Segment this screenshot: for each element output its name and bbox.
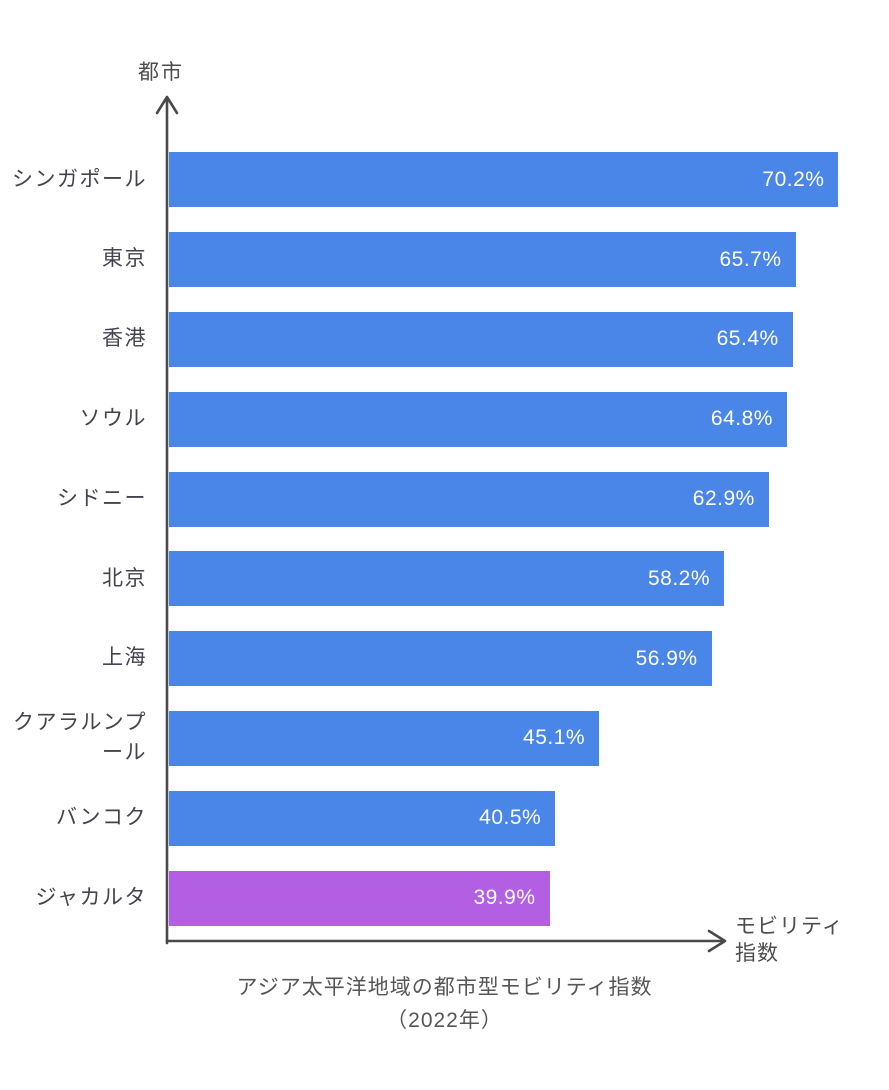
bar-hongkong: 65.4% [169,311,793,367]
bar-track: 65.4% [169,311,889,367]
y-axis-title: 都市 [138,61,184,84]
category-label: シドニー [57,486,147,510]
bar-rows: シンガポール 70.2% 東京 65.7% 香港 65.4% ソウル 64.8%… [0,140,889,938]
x-axis-title: モビリティ指数 [735,915,844,966]
value-label: 40.5% [479,806,542,830]
bar-jakarta: 39.9% [169,870,550,926]
bar-seoul: 64.8% [169,391,787,447]
value-label: 58.2% [647,566,711,590]
value-label: 70.2% [762,167,825,191]
bar-track: 70.2% [169,152,889,208]
chart-title-line2: （2022年） [386,1008,503,1032]
bar-track: 56.9% [169,631,889,687]
bar-track: 58.2% [169,551,889,607]
category-label: 北京 [102,566,147,590]
value-label: 45.1% [523,726,586,750]
category-label: ソウル [79,407,147,431]
bar-track: 62.9% [169,471,889,527]
bar-kualalumpur: 45.1% [169,710,600,766]
chart-title-line1: アジア太平洋地域の都市型モビリティ指数 [236,976,653,999]
value-label: 62.9% [692,487,755,511]
value-label: 65.7% [719,247,782,271]
chart-title: アジア太平洋地域の都市型モビリティ指数 （2022年） [0,972,889,1037]
bar-row: シンガポール 70.2% [0,140,889,220]
category-label: クアラルンプール [13,711,147,765]
bar-row: 上海 56.9% [0,619,889,699]
bar-row: ジャカルタ 39.9% [0,858,889,938]
category-label: 上海 [102,646,147,670]
category-label: 東京 [102,247,147,271]
bar-bangkok: 40.5% [169,790,556,846]
value-label: 56.9% [635,646,698,670]
bar-track: 65.7% [169,232,889,288]
category-label: ジャカルタ [35,885,147,909]
bar-row: シドニー 62.9% [0,459,889,539]
bar-row: クアラルンプール 45.1% [0,699,889,779]
bar-row: ソウル 64.8% [0,379,889,459]
value-label: 65.4% [716,327,779,351]
bar-track: 45.1% [169,710,889,766]
bar-row: 香港 65.4% [0,300,889,380]
bar-row: 北京 58.2% [0,539,889,619]
bar-tokyo: 65.7% [169,232,796,288]
bar-track: 40.5% [169,790,889,846]
category-label: 香港 [102,327,147,351]
bar-beijing: 58.2% [169,551,725,607]
bar-track: 39.9% [169,870,889,926]
bar-shanghai: 56.9% [169,631,712,687]
bar-track: 64.8% [169,391,889,447]
category-label: バンコク [55,806,147,830]
bar-row: 東京 65.7% [0,220,889,300]
bar-sydney: 62.9% [169,471,769,527]
bar-singapore: 70.2% [169,152,839,208]
value-label: 64.8% [710,407,773,431]
category-label: シンガポール [12,167,147,191]
value-label: 39.9% [473,886,536,910]
bar-row: バンコク 40.5% [0,778,889,858]
